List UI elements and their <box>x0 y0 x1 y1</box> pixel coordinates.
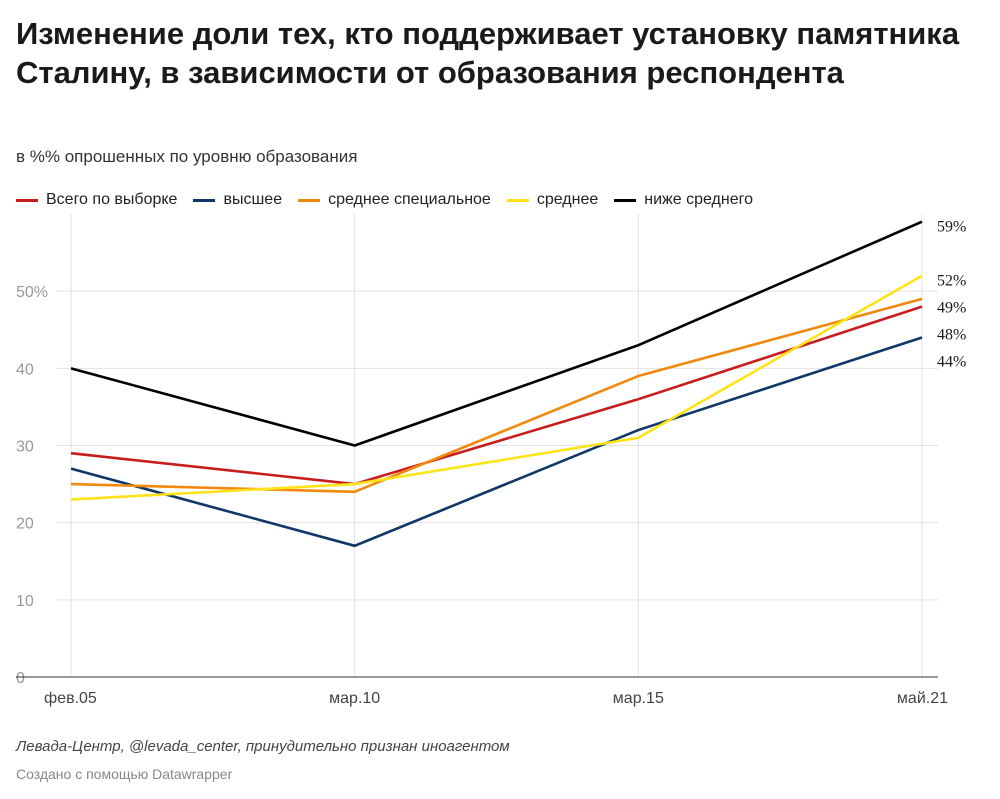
y-tick-label: 20 <box>16 516 34 533</box>
y-tick-label: 0 <box>16 670 25 687</box>
chart-title: Изменение доли тех, кто поддерживает уст… <box>16 16 960 90</box>
legend-swatch-vocational <box>298 198 321 202</box>
legend-item-total: Всего по выборке <box>16 191 177 209</box>
series-line-1 <box>70 336 923 548</box>
legend-item-below-secondary: ниже среднего <box>614 191 753 209</box>
x-tick-label: фев.05 <box>44 690 97 707</box>
chart-subtitle: в %% опрошенных по уровню образования <box>16 147 358 166</box>
legend-swatch-secondary <box>506 198 529 202</box>
series-line-3 <box>70 274 923 501</box>
legend-item-secondary: среднее <box>506 191 599 209</box>
legend-item-vocational: среднее специальное <box>298 191 491 209</box>
series-lines <box>70 220 923 548</box>
legend-label-higher: высшее <box>223 191 283 208</box>
x-tick-label: мар.10 <box>329 690 380 707</box>
y-tick-label: 40 <box>16 361 34 378</box>
x-tick-label: май.21 <box>897 690 948 707</box>
credit-note: Создано с помощью Datawrapper <box>16 766 233 782</box>
legend-label-vocational: среднее специальное <box>328 191 491 208</box>
legend-label-below-secondary: ниже среднего <box>644 191 753 208</box>
series-line-4 <box>70 220 923 447</box>
x-tick-label: мар.15 <box>613 690 664 707</box>
end-labels: 59% 52% 49% 48% 44% <box>937 219 966 371</box>
legend-label-secondary: среднее <box>536 191 599 208</box>
legend-swatch-higher <box>193 198 216 202</box>
legend-swatch-below-secondary <box>614 198 637 202</box>
legend-swatch-total <box>16 198 38 202</box>
legend: Всего по выборке высшее среднее специаль… <box>16 191 753 209</box>
y-tick-label: 10 <box>16 593 34 610</box>
y-tick-label: 30 <box>16 439 34 456</box>
end-label: 44% <box>937 354 966 371</box>
end-label: 59% <box>937 219 966 236</box>
legend-label-total: Всего по выборке <box>46 191 178 208</box>
end-label: 52% <box>937 273 966 290</box>
grid: фев.05 мар.10 мар.15 май.21 0 10 20 30 40 50% <box>16 214 948 707</box>
end-label: 49% <box>937 300 966 317</box>
y-tick-label: 50% <box>16 284 48 301</box>
end-label: 48% <box>937 327 966 344</box>
series-line-0 <box>70 305 923 486</box>
legend-item-higher: высшее <box>193 191 282 209</box>
source-note: Левада-Центр, @levada_center, принудител… <box>16 738 510 755</box>
series-line-2 <box>70 297 923 494</box>
